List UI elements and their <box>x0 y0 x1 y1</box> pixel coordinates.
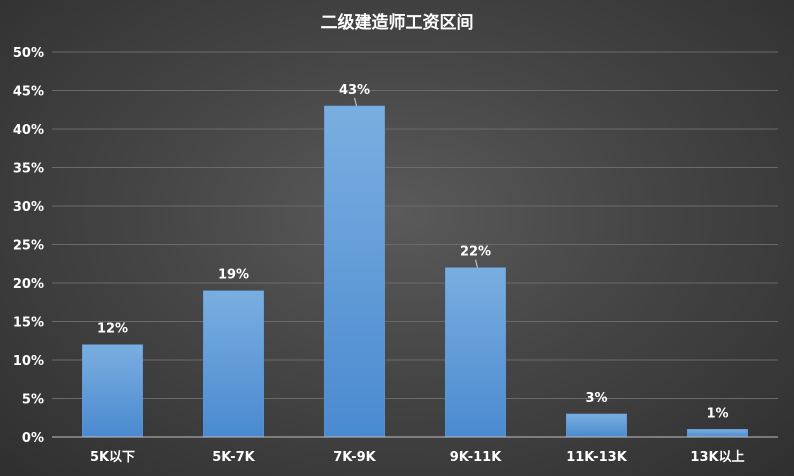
data-label: 19% <box>218 268 249 283</box>
data-labels: 12% 19% 43% 22% 3% 1% <box>97 83 729 421</box>
y-tick-label: 45% <box>13 85 44 100</box>
bar-3 <box>445 267 506 438</box>
bar-5 <box>687 429 748 438</box>
bar-2 <box>324 105 385 438</box>
y-tick-label: 40% <box>13 123 44 138</box>
y-axis-ticks: 0% 5% 10% 15% 20% 25% 30% 35% 40% 45% 50% <box>13 46 44 446</box>
gridlines <box>52 51 778 399</box>
data-label: 1% <box>706 406 728 421</box>
y-tick-label: 15% <box>13 316 44 331</box>
y-tick-label: 35% <box>13 162 44 177</box>
data-label-leader <box>475 259 478 268</box>
data-label: 12% <box>97 322 128 337</box>
bars <box>82 105 748 438</box>
bar-1 <box>203 290 264 438</box>
y-tick-label: 50% <box>13 46 44 61</box>
y-tick-label: 20% <box>13 277 44 292</box>
x-axis-ticks: 5K以下 5K-7K 7K-9K 9K-11K 11K-13K 13K以上 <box>90 450 745 465</box>
y-tick-label: 30% <box>13 200 44 215</box>
x-tick-label: 5K以下 <box>90 450 135 465</box>
y-tick-label: 5% <box>22 393 44 408</box>
bar-0 <box>82 344 143 438</box>
x-tick-label: 5K-7K <box>212 450 255 465</box>
y-tick-label: 25% <box>13 239 44 254</box>
data-label: 43% <box>339 83 370 98</box>
data-label-leader <box>354 97 357 107</box>
chart-title: 二级建造师工资区间 <box>320 13 474 33</box>
x-tick-label: 9K-11K <box>450 450 502 465</box>
bar-4 <box>566 413 627 438</box>
data-label: 3% <box>585 391 607 406</box>
y-tick-label: 10% <box>13 354 44 369</box>
x-tick-label: 13K以上 <box>690 450 744 465</box>
x-tick-label: 11K-13K <box>566 450 628 465</box>
data-label: 22% <box>460 245 491 260</box>
x-tick-label: 7K-9K <box>333 450 376 465</box>
y-tick-label: 0% <box>22 431 44 446</box>
